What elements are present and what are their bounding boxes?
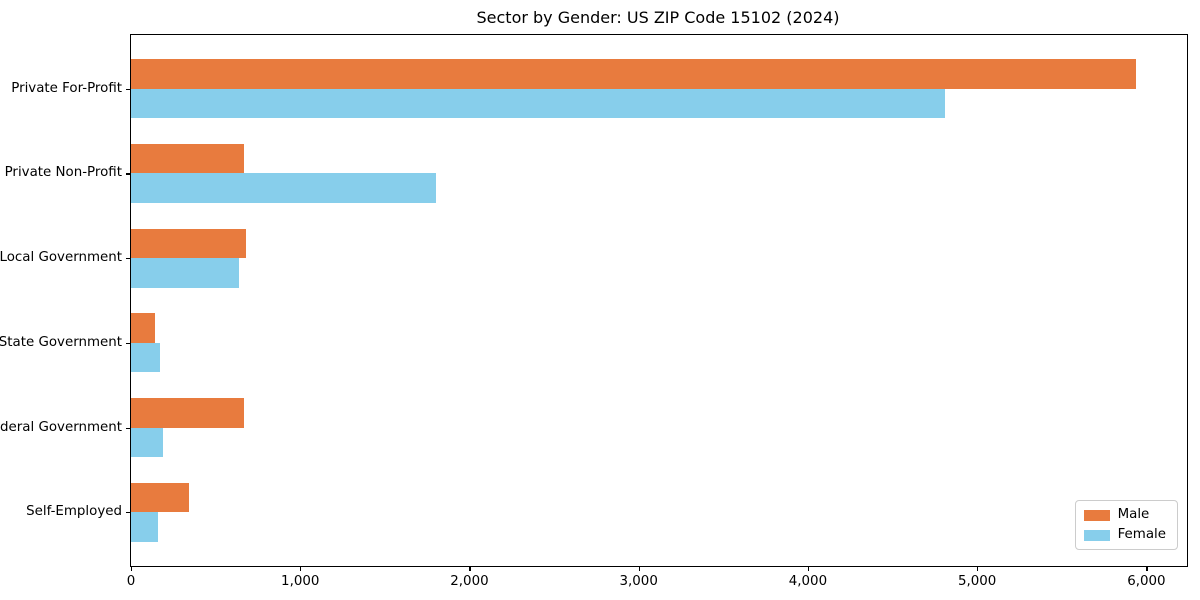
x-tick-label-1000: 1,000 (281, 574, 320, 589)
y-tick-private-non-profit (126, 173, 130, 175)
bar-male-state-government (131, 313, 155, 343)
y-tick-self-employed (126, 512, 130, 514)
y-tick-state-government (126, 342, 130, 345)
legend-label-female: Female (1117, 527, 1166, 542)
bar-male-self-employed (131, 482, 190, 513)
legend: Male Female (1074, 500, 1178, 550)
x-tick-4000 (807, 567, 810, 571)
y-axis-label-state-government: State Government (0, 334, 122, 350)
y-tick-federal-government (126, 427, 130, 429)
bar-female-local-government (131, 258, 240, 288)
legend-swatch-male-icon (1083, 509, 1110, 521)
x-tick-1000 (300, 567, 302, 571)
legend-item-male: Male (1083, 507, 1166, 522)
x-tick-label-6000: 6,000 (1127, 574, 1166, 589)
legend-label-male: Male (1117, 507, 1150, 522)
bar-female-self-employed (131, 512, 159, 542)
x-tick-label-4000: 4,000 (788, 574, 828, 589)
bar-male-private-for-profit (131, 59, 1137, 89)
x-tick-3000 (638, 567, 640, 571)
bar-male-local-government (131, 228, 247, 259)
y-tick-private-for-profit (126, 88, 130, 90)
bar-female-state-government (131, 342, 160, 373)
x-tick-label-5000: 5,000 (957, 574, 997, 589)
plot-area: Private For-Profit Private Non-Profit Loca… (0, 34, 1188, 589)
bar-female-private-non-profit (131, 173, 436, 204)
x-tick-6000 (1146, 567, 1148, 571)
bar-female-federal-government (131, 427, 164, 458)
x-tick-label-3000: 3,000 (619, 574, 658, 589)
bar-male-private-non-profit (131, 143, 245, 174)
bar-female-private-for-profit (131, 88, 945, 119)
y-axis-label-private-for-profit: Private For-Profit (11, 80, 122, 96)
x-tick-2000 (469, 567, 471, 571)
y-axis-label-private-non-profit: Private Non-Profit (4, 165, 122, 181)
legend-swatch-female-icon (1083, 529, 1110, 541)
y-axis-label-self-employed: Self-Employed (26, 504, 122, 520)
x-tick-5000 (977, 567, 979, 571)
x-tick-label-0: 0 (126, 574, 136, 589)
legend-item-female: Female (1083, 527, 1166, 542)
bar-male-federal-government (131, 397, 244, 428)
x-tick-label-2000: 2,000 (450, 574, 489, 589)
chart-title: Sector by Gender: US ZIP Code 15102 (202… (476, 8, 840, 27)
y-axis-label-federal-government: Federal Government (0, 419, 122, 435)
y-axis-label-local-government: Local Government (0, 250, 122, 266)
y-tick-local-government (126, 258, 130, 260)
x-tick-0 (131, 567, 133, 571)
